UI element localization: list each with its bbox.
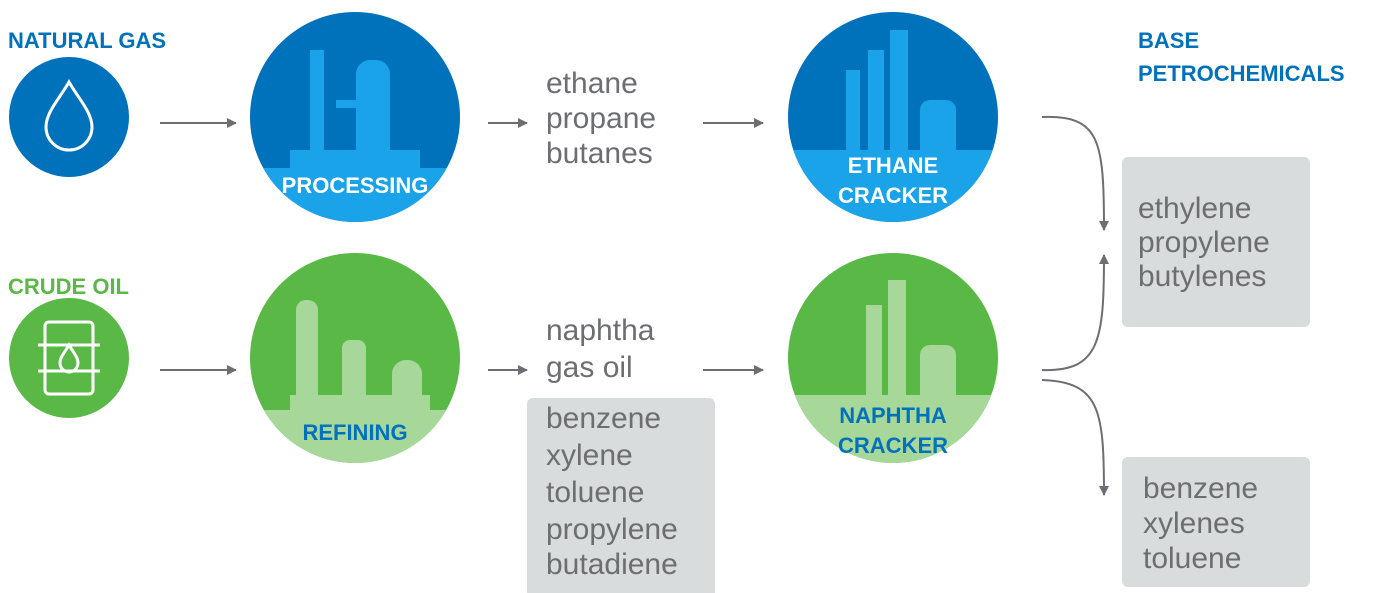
output-item: toluene — [1143, 542, 1241, 575]
intermediate-item: butanes — [546, 137, 653, 170]
intermediate-item: naphtha — [546, 314, 655, 347]
process-label: REFINING — [302, 420, 407, 445]
intermediate-item: ethane — [546, 67, 638, 100]
crude-oil-icon — [9, 298, 129, 418]
output-title: BASE — [1138, 28, 1199, 53]
natural-gas-icon — [9, 57, 129, 177]
output-item: benzene — [1143, 472, 1258, 505]
refinery-product: benzene — [546, 402, 661, 435]
cracker-label: CRACKER — [838, 433, 948, 458]
diagram: NATURAL GAS CRUDE OIL BASE PETROCHEMICAL… — [0, 0, 1378, 593]
intermediate-item: propane — [546, 102, 656, 135]
source-label: NATURAL GAS — [8, 28, 166, 53]
refinery-product: toluene — [546, 476, 644, 509]
output-item: ethylene — [1138, 192, 1251, 225]
source-label: CRUDE OIL — [8, 274, 129, 299]
refinery-product: propylene — [546, 513, 678, 546]
output-title: PETROCHEMICALS — [1138, 61, 1345, 86]
output-item: butylenes — [1138, 260, 1266, 293]
output-item: xylenes — [1143, 507, 1245, 540]
process-label: PROCESSING — [282, 173, 429, 198]
cracker-label: NAPHTHA — [839, 403, 947, 428]
cracker-label: CRACKER — [838, 183, 948, 208]
cracker-label: ETHANE — [848, 153, 938, 178]
output-item: propylene — [1138, 226, 1270, 259]
intermediate-item: gas oil — [546, 351, 633, 384]
refinery-product: butadiene — [546, 548, 678, 581]
refinery-product: xylene — [546, 439, 633, 472]
